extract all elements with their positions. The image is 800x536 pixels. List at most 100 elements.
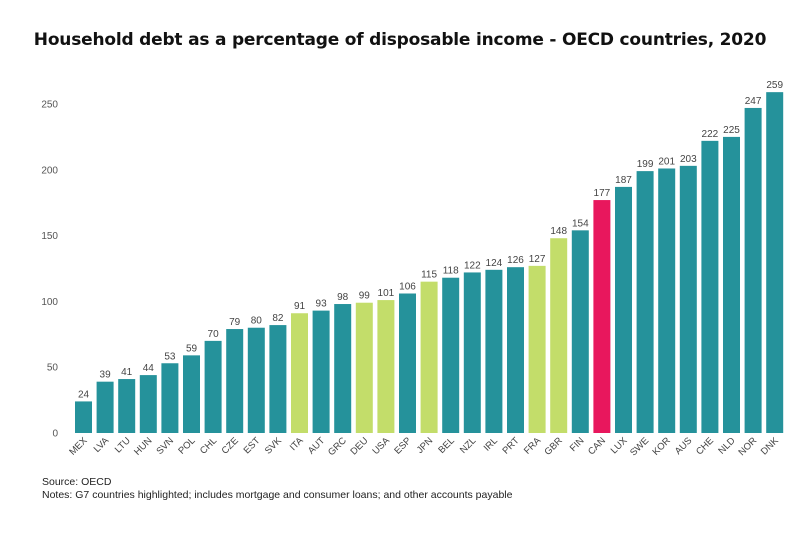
category-label-fra: FRA: [522, 435, 544, 457]
category-label-swe: SWE: [628, 435, 651, 458]
value-label-ita: 91: [294, 301, 306, 312]
value-label-bel: 118: [443, 266, 459, 277]
category-label-nor: NOR: [737, 435, 760, 458]
value-label-mex: 24: [78, 389, 90, 400]
value-label-can: 177: [594, 188, 611, 199]
value-label-gbr: 148: [550, 226, 567, 237]
value-label-lux: 187: [615, 175, 632, 186]
bar-svk: [269, 325, 287, 433]
value-label-fin: 154: [572, 218, 589, 229]
value-label-lva: 39: [100, 370, 112, 381]
bar-fin: [571, 230, 589, 433]
category-label-mex: MEX: [67, 435, 90, 458]
category-label-esp: ESP: [392, 435, 413, 456]
bar-pol: [183, 355, 200, 433]
chart-title: Household debt as a percentage of dispos…: [33, 30, 767, 50]
value-label-nld: 225: [723, 125, 740, 136]
bar-irl: [485, 269, 503, 433]
category-label-grc: GRC: [326, 435, 349, 458]
bar-chl: [204, 340, 222, 433]
value-label-hun: 44: [143, 363, 155, 374]
category-label-prt: PRT: [501, 435, 522, 456]
bar-aus: [679, 165, 697, 434]
footnote: Notes: G7 countries highlighted; include…: [42, 488, 513, 501]
y-tick-label: 100: [41, 297, 58, 308]
category-label-hun: HUN: [132, 435, 154, 457]
value-label-dnk: 259: [766, 80, 783, 91]
value-label-fra: 127: [529, 254, 546, 265]
category-label-lva: LVA: [92, 435, 112, 455]
bar-mex: [75, 401, 92, 433]
value-label-pol: 59: [186, 343, 198, 354]
category-label-ita: ITA: [288, 435, 306, 453]
category-label-svn: SVN: [154, 435, 176, 457]
value-label-grc: 98: [337, 292, 349, 303]
value-label-svn: 53: [164, 351, 176, 362]
value-label-che: 222: [702, 129, 719, 140]
category-label-bel: BEL: [436, 435, 456, 455]
value-label-chl: 70: [208, 329, 220, 340]
category-label-kor: KOR: [650, 435, 672, 457]
chart-notes: Source: OECD Notes: G7 countries highlig…: [42, 476, 512, 501]
value-label-nzl: 122: [464, 260, 481, 271]
source-note: Source: OECD: [42, 476, 112, 488]
value-labels: 24 39 41 44 53 59 70 79 80 82 91 93 98 99 101 106 115 118…: [78, 80, 784, 400]
value-label-swe: 199: [637, 159, 654, 170]
category-label-nzl: NZL: [458, 435, 478, 455]
bars: [75, 92, 784, 434]
value-label-svk: 82: [272, 313, 284, 324]
value-label-ltu: 41: [121, 367, 133, 378]
y-tick-label: 150: [41, 231, 58, 242]
bar-est: [247, 327, 265, 433]
category-label-aus: AUS: [673, 435, 695, 457]
bar-nor: [744, 107, 762, 433]
value-label-cze: 79: [229, 317, 241, 328]
category-label-nld: NLD: [716, 435, 737, 456]
bar-ita: [291, 313, 308, 433]
category-label-irl: IRL: [482, 435, 500, 453]
value-label-est: 80: [251, 316, 263, 327]
category-label-usa: USA: [370, 435, 392, 457]
bar-dnk: [766, 92, 784, 433]
category-label-chl: CHL: [198, 435, 219, 456]
value-label-aut: 93: [316, 299, 328, 310]
bar-fra: [528, 265, 546, 433]
value-label-kor: 201: [658, 156, 675, 167]
bar-usa: [377, 300, 395, 433]
category-label-che: CHE: [694, 435, 716, 457]
category-label-svk: SVK: [263, 435, 285, 457]
y-tick-label: 250: [41, 100, 58, 111]
y-tick-label: 50: [47, 363, 59, 374]
value-label-aus: 203: [680, 154, 697, 165]
y-tick-label: 0: [52, 429, 58, 440]
category-label-fin: FIN: [568, 435, 587, 454]
category-label-can: CAN: [586, 435, 608, 457]
category-label-jpn: JPN: [415, 435, 436, 456]
bar-lva: [96, 381, 114, 433]
category-label-aut: AUT: [306, 435, 327, 456]
bar-nzl: [463, 272, 481, 433]
value-label-deu: 99: [359, 291, 371, 302]
category-label-deu: DEU: [348, 435, 370, 457]
category-label-gbr: GBR: [542, 435, 564, 457]
value-label-nor: 247: [745, 96, 762, 107]
bar-esp: [399, 293, 416, 433]
y-tick-label: 200: [41, 165, 58, 176]
bar-svn: [161, 363, 179, 433]
bar-kor: [658, 168, 676, 433]
category-label-est: EST: [242, 435, 263, 456]
bar-ltu: [118, 379, 136, 433]
y-axis: 0 50 100 150 200 250: [41, 100, 58, 440]
bar-hun: [139, 375, 157, 433]
value-label-jpn: 115: [421, 270, 437, 281]
bar-che: [701, 140, 719, 433]
bar-gbr: [550, 238, 568, 433]
bar-cze: [226, 329, 244, 433]
category-label-dnk: DNK: [759, 435, 781, 457]
category-label-ltu: LTU: [113, 435, 133, 455]
bar-lux: [615, 186, 632, 433]
category-label-pol: POL: [176, 435, 197, 456]
bar-can: [593, 200, 611, 433]
